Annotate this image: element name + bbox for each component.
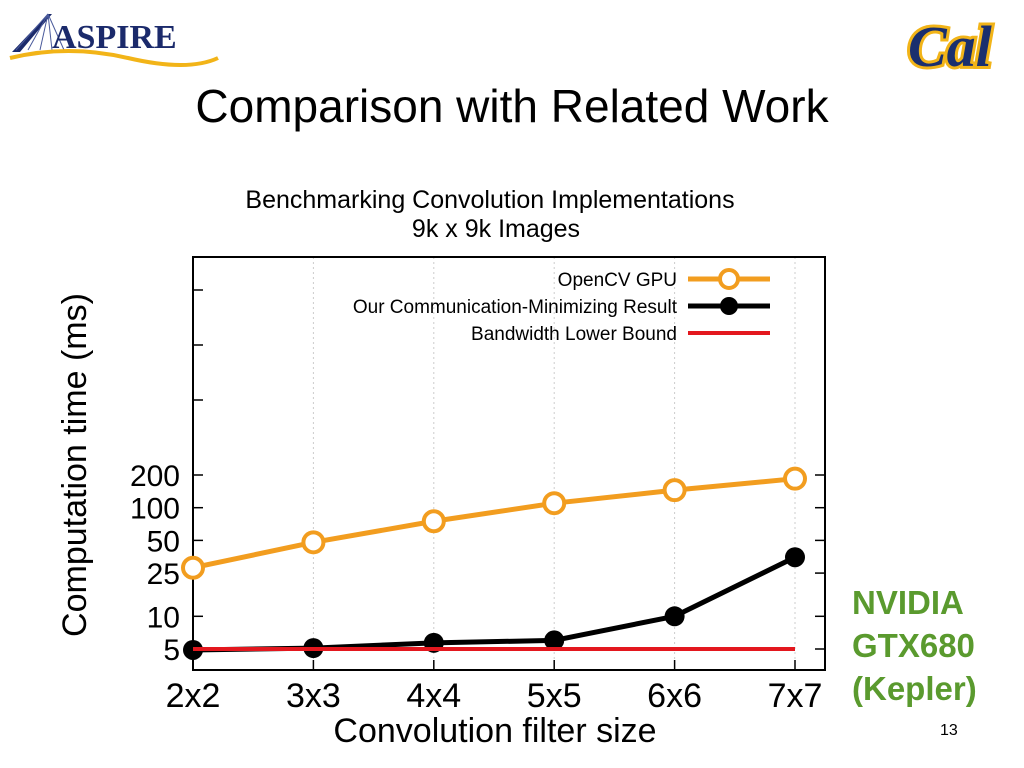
- x-axis-label: Convolution filter size: [333, 712, 656, 750]
- legend: OpenCV GPU Our Communication-Minimizing R…: [353, 268, 770, 345]
- x-tick-label: 2x2: [166, 677, 221, 715]
- data-point: [301, 530, 326, 555]
- data-point: [421, 509, 446, 534]
- slide-title: Comparison with Related Work: [195, 80, 829, 132]
- gpu-note-model: GTX680: [852, 627, 975, 664]
- legend-marker: [718, 268, 740, 290]
- y-tick-label: 5: [163, 634, 180, 667]
- cal-logo: Cal Cal: [906, 11, 996, 82]
- x-tick-label: 6x6: [647, 677, 702, 715]
- data-point: [662, 478, 687, 503]
- page-number: 13: [940, 722, 958, 739]
- series: [181, 466, 807, 660]
- data-point: [181, 555, 205, 580]
- y-tick-label: 100: [130, 493, 180, 526]
- svg-text:ASPIRE: ASPIRE: [52, 19, 177, 56]
- svg-text:Cal: Cal: [908, 14, 993, 79]
- plot-frame: [192, 256, 826, 671]
- data-point: [544, 630, 565, 651]
- y-tick-label: 25: [147, 558, 180, 591]
- y-tick-label: 50: [147, 525, 180, 558]
- data-point: [785, 547, 805, 568]
- y-tick-label: 200: [130, 460, 180, 493]
- chart-title: Benchmarking Convolution Implementations: [245, 186, 734, 214]
- gpu-note-architecture: (Kepler): [852, 670, 977, 707]
- series-line: [192, 476, 796, 571]
- grid: [312, 257, 796, 670]
- legend-marker: [720, 297, 738, 315]
- x-tick-label: 7x7: [768, 677, 823, 715]
- x-tick-label: 5x5: [527, 677, 582, 715]
- x-tick-label: 4x4: [406, 677, 461, 715]
- data-point: [783, 466, 807, 491]
- x-tick-label: 3x3: [286, 677, 341, 715]
- aspire-logo: ASPIRE: [9, 13, 219, 67]
- chart-subtitle: 9k x 9k Images: [412, 215, 580, 243]
- y-tick-label: 10: [147, 601, 180, 634]
- y-axis-label: Computation time (ms): [56, 293, 94, 637]
- gpu-note-vendor: NVIDIA: [852, 584, 964, 621]
- data-point: [542, 491, 567, 516]
- legend-label: Bandwidth Lower Bound: [471, 324, 677, 345]
- series-line: [192, 554, 797, 653]
- legend-label: OpenCV GPU: [558, 270, 677, 291]
- gpu-note: NVIDIA GTX680 (Kepler): [852, 581, 1022, 710]
- legend-label: Our Communication-Minimizing Result: [353, 297, 678, 318]
- data-point: [664, 606, 685, 627]
- svg-text:Cal: Cal: [908, 14, 993, 79]
